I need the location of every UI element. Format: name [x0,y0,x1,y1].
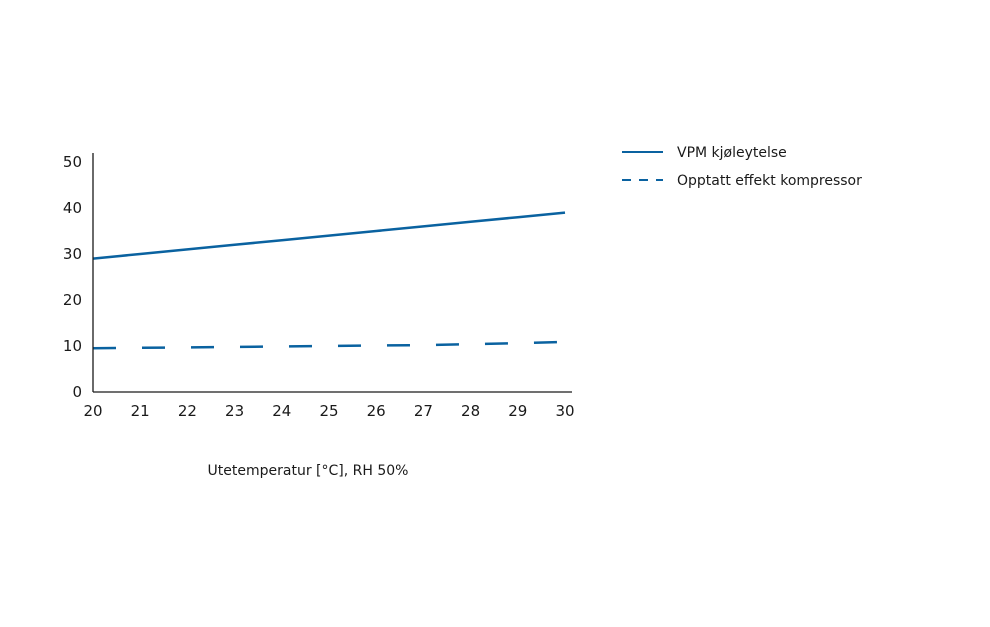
legend-label-0: VPM kjøleytelse [677,145,787,161]
x-tick-label: 23 [225,402,244,420]
x-tick-label: 28 [461,402,480,420]
x-tick-label: 20 [83,402,102,420]
legend-label-1: Opptatt effekt kompressor [677,173,862,189]
x-tick-label: 22 [178,402,197,420]
y-tick-label: 30 [63,245,82,263]
x-tick-label: 30 [555,402,574,420]
x-axis-title: Utetemperatur [°C], RH 50% [208,463,409,479]
x-tick-label: 25 [319,402,338,420]
axes [92,153,572,393]
y-tick-label: 20 [63,291,82,309]
y-tick-label: 50 [63,153,82,171]
x-tick-label: 26 [367,402,386,420]
x-tick-label: 21 [131,402,150,420]
series-line-1 [92,340,566,350]
x-tick-label: 29 [508,402,527,420]
x-tick-label: 24 [272,402,291,420]
plot-area [92,211,566,350]
series-line-0 [92,211,566,260]
x-tick-labels: 20 21 22 23 24 25 26 27 28 29 30 [83,402,574,420]
x-tick-label: 27 [414,402,433,420]
legend: VPM kjøleytelse Opptatt effekt kompressor [622,145,862,189]
y-tick-label: 40 [63,199,82,217]
y-tick-labels: 0 10 20 30 40 50 [63,153,82,401]
y-tick-label: 10 [63,337,82,355]
y-tick-label: 0 [72,383,82,401]
